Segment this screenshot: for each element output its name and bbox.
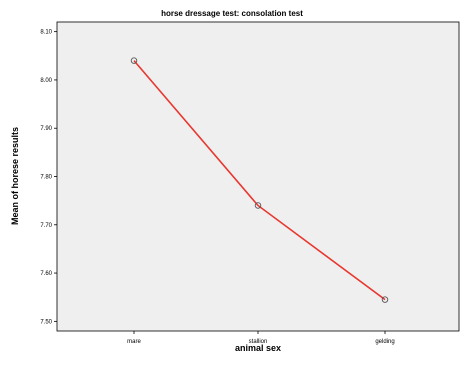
y-tick-label: 7.50	[40, 319, 52, 325]
y-axis-ticks: 8.10 8.00 7.90 7.80 7.70 7.60 7.50	[40, 30, 57, 325]
data-point-marker	[130, 57, 138, 64]
series-line	[133, 60, 386, 301]
series-group	[130, 57, 389, 303]
y-tick-label: 7.90	[40, 126, 52, 132]
y-tick-label: 7.70	[40, 223, 52, 229]
plot-area	[56, 21, 460, 332]
chart-title: horse dressage test: consolation test	[161, 9, 303, 18]
x-axis-label: animal sex	[235, 343, 281, 353]
x-tick-label: stallion	[249, 339, 268, 345]
y-tick-label: 8.00	[40, 78, 52, 84]
data-point-marker	[381, 296, 389, 303]
y-tick-label: 8.10	[40, 30, 52, 36]
y-tick-label: 7.60	[40, 271, 52, 277]
y-axis-label: Mean of horese results	[10, 127, 20, 225]
data-point-marker	[254, 202, 262, 209]
x-tick-label: gelding	[375, 339, 394, 345]
x-axis-ticks: mare stallion gelding	[127, 331, 395, 345]
y-tick-label: 7.80	[40, 175, 52, 181]
x-tick-label: mare	[127, 339, 141, 345]
